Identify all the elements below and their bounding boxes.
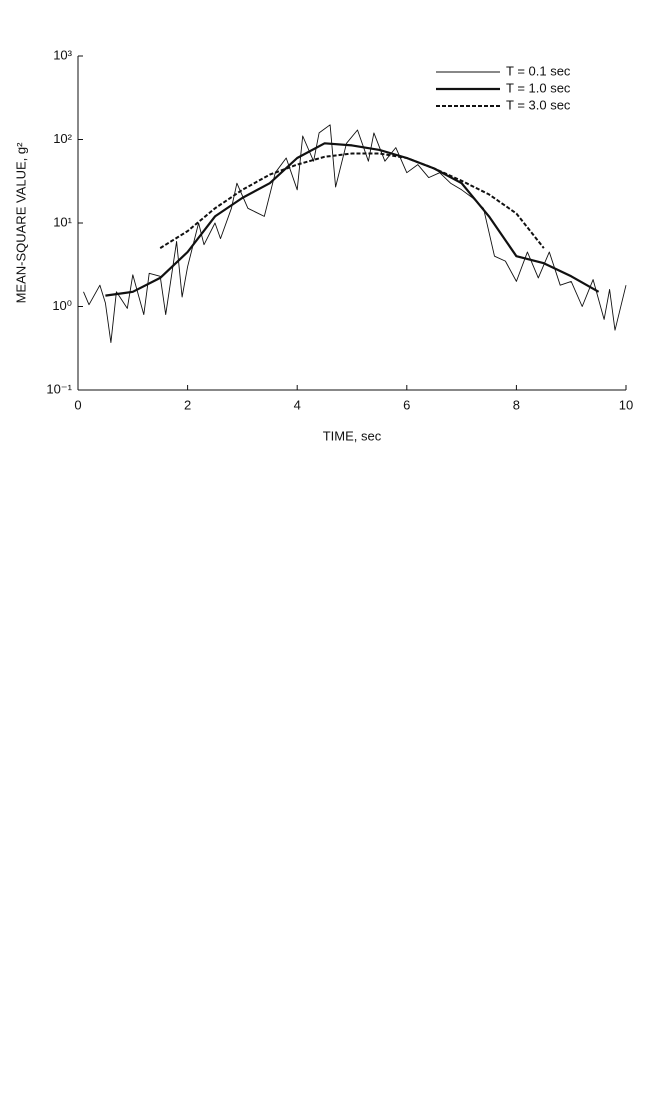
y-tick-label: 10⁰ [52, 298, 72, 313]
y-tick-label: 10¹ [53, 214, 72, 229]
x-tick-label: 4 [294, 397, 301, 412]
x-tick-label: 0 [74, 397, 81, 412]
x-tick-label: 8 [513, 397, 520, 412]
x-tick-label: 6 [403, 397, 410, 412]
x-tick-label: 2 [184, 397, 191, 412]
y-tick-label: 10³ [53, 47, 72, 62]
legend-label: T = 1.0 sec [506, 80, 571, 95]
legend-label: T = 0.1 sec [506, 63, 571, 78]
y-tick-label: 10⁻¹ [46, 381, 72, 396]
legend-label: T = 3.0 sec [506, 97, 571, 112]
y-axis-label: MEAN-SQUARE VALUE, g² [13, 142, 28, 304]
y-tick-label: 10² [53, 131, 72, 146]
data-line [159, 152, 545, 249]
data-line [83, 124, 627, 344]
x-tick-label: 10 [619, 397, 633, 412]
data-line [105, 142, 600, 297]
x-axis-label: TIME, sec [323, 428, 382, 443]
